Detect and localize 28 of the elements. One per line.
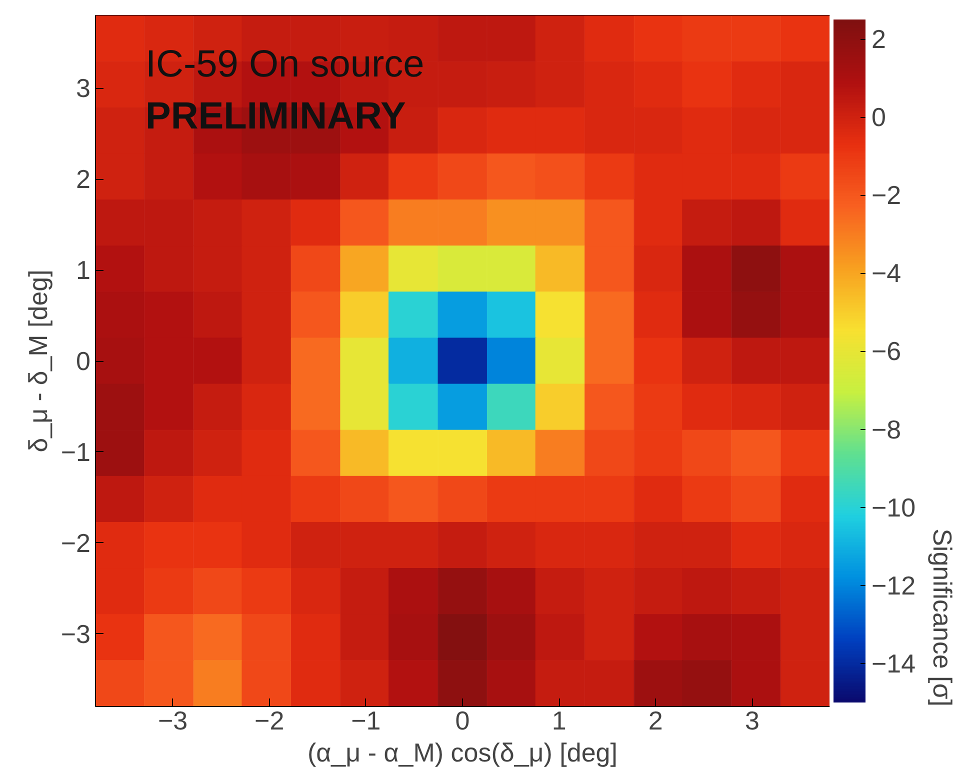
annotation: PRELIMINARY bbox=[146, 96, 406, 138]
x-tick-label: 2 bbox=[648, 706, 663, 736]
x-tick-label: 0 bbox=[455, 706, 470, 736]
annotation: IC-59 On source bbox=[146, 44, 424, 86]
x-tick-label: −1 bbox=[351, 706, 381, 736]
color-bar-label: 2 bbox=[872, 24, 886, 54]
y-tick-label: 2 bbox=[76, 164, 91, 194]
color-bar-label: −10 bbox=[872, 492, 916, 522]
color-bar-title: Significance [σ] bbox=[928, 528, 958, 707]
y-tick-label: −1 bbox=[60, 436, 91, 467]
y-tick-label: 1 bbox=[76, 255, 91, 286]
x-tick-label: 3 bbox=[745, 706, 760, 736]
y-tick-label: 3 bbox=[76, 73, 91, 104]
x-axis-title: (α_μ - α_M) cos(δ_μ) [deg] bbox=[307, 738, 618, 768]
color-bar-label: −6 bbox=[872, 336, 902, 366]
color-bar-label: −8 bbox=[872, 414, 902, 444]
color-bar-label: −14 bbox=[872, 648, 916, 678]
color-bar-label: −12 bbox=[872, 570, 916, 600]
color-bar-label: −4 bbox=[872, 258, 902, 288]
x-tick-label: −3 bbox=[158, 706, 188, 736]
color-bar-label: −2 bbox=[872, 180, 902, 210]
color-bar-label: 0 bbox=[872, 102, 886, 132]
y-axis-title: δ_μ - δ_M [deg] bbox=[22, 270, 53, 452]
y-tick-label: −2 bbox=[60, 528, 91, 558]
x-tick-label: −2 bbox=[254, 706, 284, 736]
y-tick-label: 0 bbox=[76, 346, 91, 376]
y-tick-label: −3 bbox=[60, 618, 91, 649]
x-tick-label: 1 bbox=[552, 706, 566, 736]
